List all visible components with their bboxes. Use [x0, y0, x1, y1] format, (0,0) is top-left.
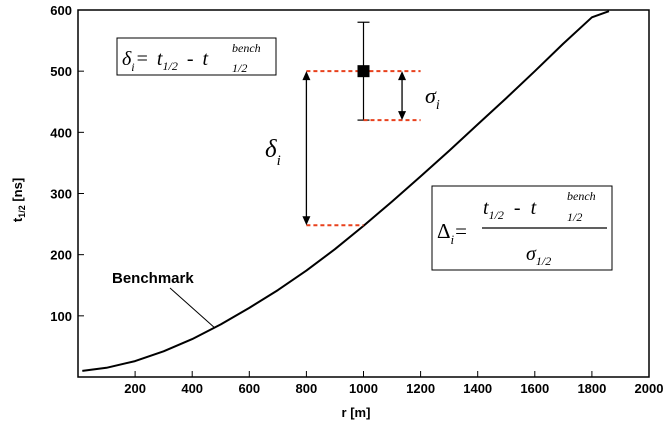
- y-axis-title-main: t: [10, 217, 25, 222]
- sigma-arrow: [398, 71, 407, 121]
- formula-box-Delta: Δi= t1/2- t 1/2 bench σ1/2: [431, 185, 613, 271]
- delta-label: δi: [265, 136, 281, 169]
- f2-num-tb-sup: bench: [567, 189, 596, 203]
- series-layer: [82, 10, 610, 372]
- sigma-subscript: i: [436, 98, 440, 113]
- benchmark-pointer: [169, 287, 216, 329]
- x-tick-label: 1400: [463, 381, 492, 396]
- f2-numerator: t1/2- t: [483, 197, 537, 222]
- x-tick-label: 1600: [520, 381, 549, 396]
- f1-tb-sub: 1/2: [232, 61, 247, 75]
- formula-box-delta: δi = t1/2- t 1/2 bench: [116, 37, 277, 76]
- delta-arrow: [302, 71, 311, 226]
- x-tick-label: 1200: [406, 381, 435, 396]
- x-axis-title: r [m]: [342, 405, 371, 420]
- formula-delta-text: δi = t1/2- t: [122, 48, 209, 74]
- f2-num-tb-sub: 1/2: [567, 210, 582, 224]
- y-tick-label: 400: [50, 125, 72, 140]
- x-tick-label: 1800: [577, 381, 606, 396]
- f1-lhs: δ: [122, 48, 132, 70]
- x-tick-label: 800: [296, 381, 318, 396]
- f2-lhs: Δ: [437, 219, 451, 243]
- delta-symbol: δ: [265, 136, 277, 163]
- measurement-marker: [357, 65, 370, 78]
- x-tick-label: 400: [181, 381, 203, 396]
- y-tick-label: 200: [50, 248, 72, 263]
- f1-tb: t: [203, 48, 209, 70]
- f2-denominator: σ1/2: [526, 243, 551, 268]
- sigma-label: σi: [425, 83, 440, 113]
- annotation-layer: [169, 21, 421, 329]
- f1-t-sub: 1/2: [162, 59, 177, 73]
- y-axis-title-unit: [ns]: [10, 178, 25, 205]
- x-tick-label: 600: [238, 381, 260, 396]
- y-tick-label: 300: [50, 187, 72, 202]
- f2-minus: -: [514, 197, 521, 219]
- x-tick-label: 2000: [635, 381, 664, 396]
- x-tick-label: 200: [124, 381, 146, 396]
- f2-num-t-sub: 1/2: [489, 208, 504, 222]
- axis-ticks: 200 400 600 800 1000 1200 1400 1600 1800 2000 100 2…: [50, 3, 663, 396]
- f1-lhs-sub: i: [131, 60, 134, 74]
- x-tick-label: 1000: [349, 381, 378, 396]
- f1-tb-sup: bench: [232, 41, 261, 55]
- f1-eq: =: [137, 48, 148, 70]
- f2-lhs-text: Δi=: [437, 219, 467, 247]
- benchmark-curve: [82, 10, 610, 372]
- f2-num-t: t: [483, 197, 489, 219]
- f2-den: σ: [526, 243, 537, 265]
- y-tick-label: 500: [50, 64, 72, 79]
- benchmark-label: Benchmark: [112, 270, 194, 287]
- f2-lhs-sub: i: [451, 232, 455, 247]
- y-axis-title-sub: 1/2: [17, 205, 27, 218]
- f2-num-tb: t: [531, 197, 537, 219]
- f2-den-sub: 1/2: [536, 254, 551, 268]
- sigma-symbol: σ: [425, 83, 437, 108]
- f2-eq: =: [455, 219, 467, 243]
- y-axis-title: t1/2 [ns]: [10, 178, 27, 222]
- f1-t: t: [157, 48, 163, 70]
- y-tick-label: 100: [50, 309, 72, 324]
- y-tick-label: 600: [50, 3, 72, 18]
- f1-minus: -: [187, 48, 194, 70]
- delta-subscript: i: [277, 153, 281, 169]
